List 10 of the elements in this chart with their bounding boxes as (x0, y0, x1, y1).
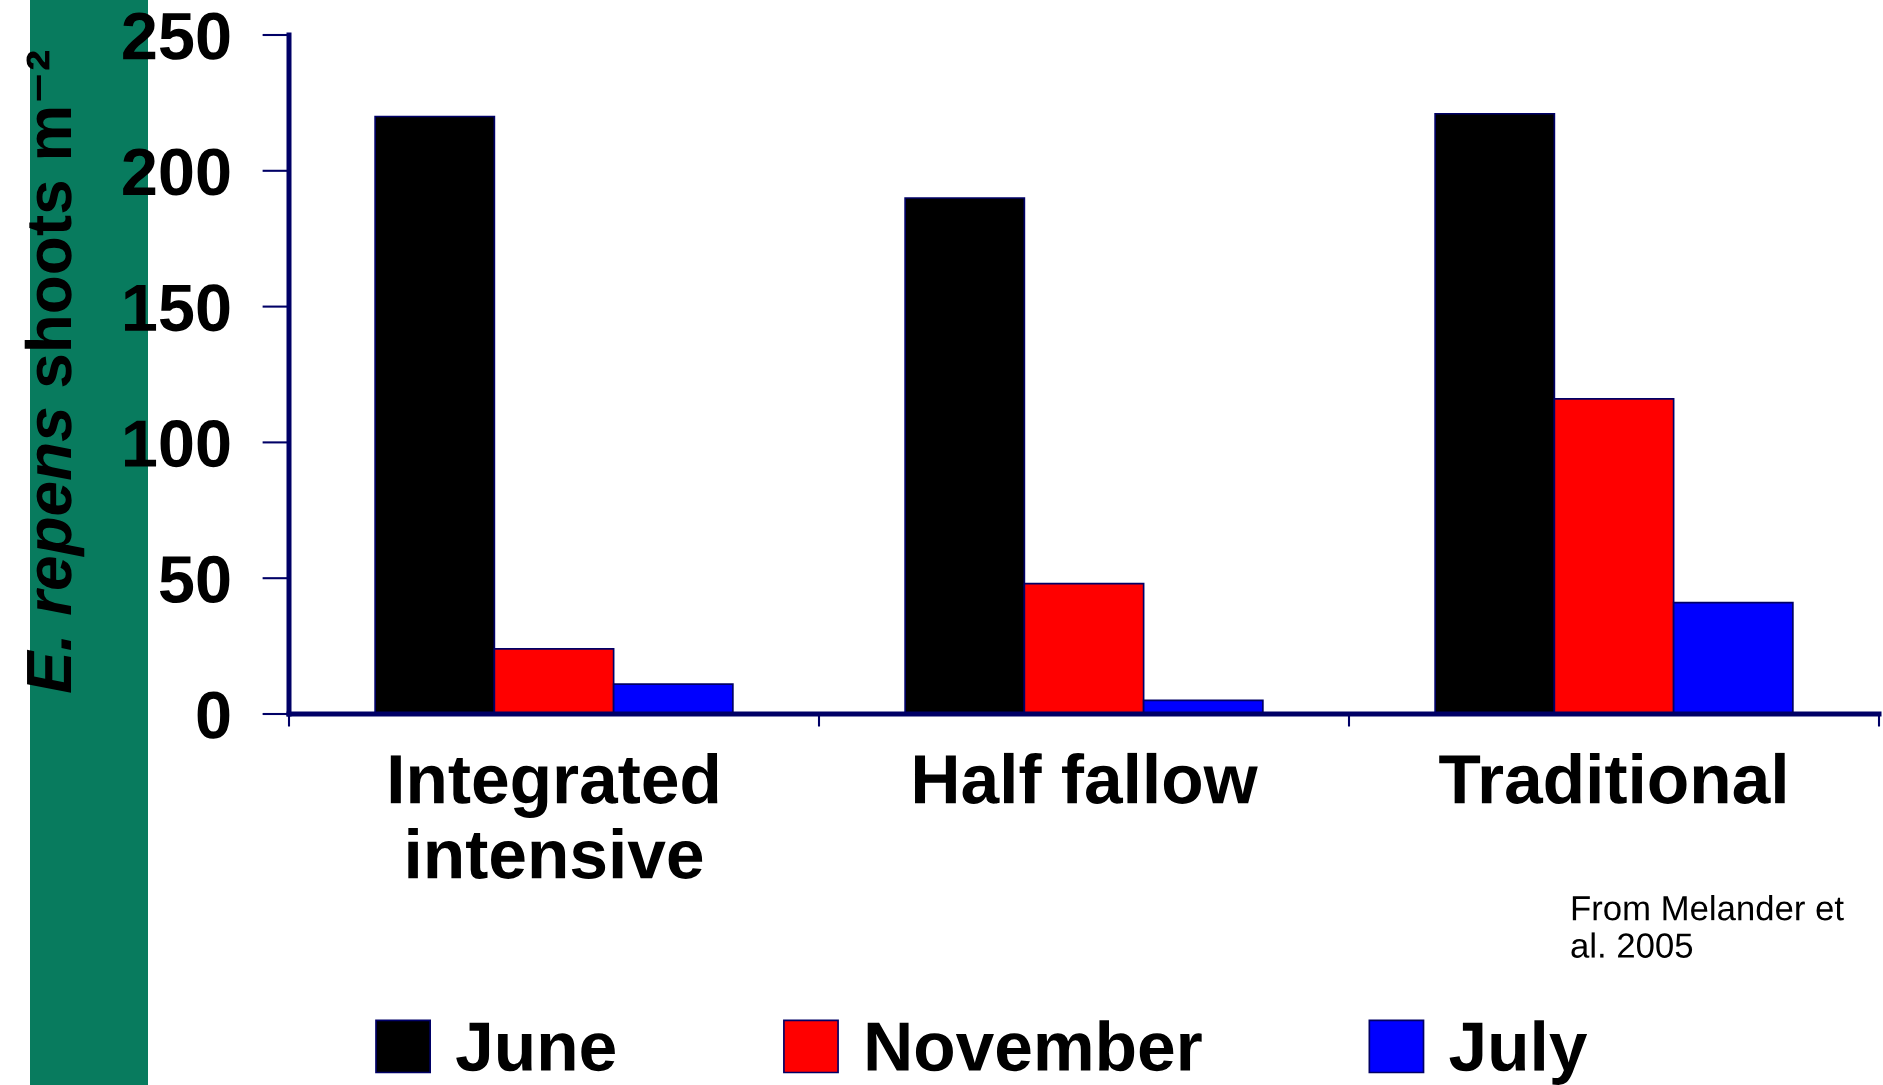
y-axis-title: E. repens shoots m⁻² (24, 51, 85, 693)
text: From Melander et al. 2005 (1571, 895, 1844, 958)
legend-label: November (867, 1020, 1202, 1072)
x-tick-label: Half fallow (915, 752, 1258, 804)
legend-label: June (456, 1022, 615, 1072)
x-tick-label: Integrated intensive (390, 752, 718, 879)
x-tick-label: Traditional (1439, 752, 1785, 804)
legend-label: July (1449, 1020, 1588, 1085)
y-tick-label: 0 (197, 691, 230, 739)
y-tick-label: 50 (159, 555, 230, 604)
